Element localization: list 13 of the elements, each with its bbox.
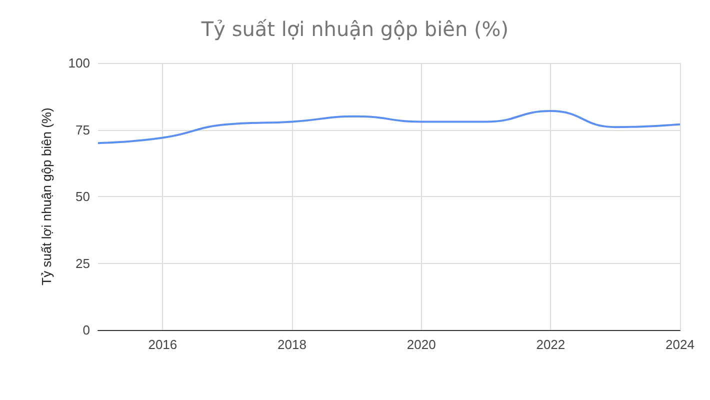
x-tick-label: 2020 — [406, 337, 436, 352]
x-tick-label: 2022 — [536, 337, 566, 352]
chart-title: Tỷ suất lợi nhuận gộp biên (%) — [200, 17, 509, 41]
x-tick-label: 2018 — [278, 337, 306, 352]
x-tick-label: 2016 — [148, 337, 178, 352]
y-tick-label: 75 — [76, 122, 90, 138]
y-tick-label: 25 — [76, 256, 90, 271]
y-tick-label: 100 — [68, 56, 90, 70]
y-tick-label: 0 — [82, 322, 90, 338]
y-tick-label: 50 — [76, 189, 90, 204]
line-series — [97, 110, 681, 144]
y-axis-title: Tỷ suất lợi nhuận gộp biên (%) — [39, 108, 54, 286]
x-tick-label: 2024 — [666, 337, 694, 352]
